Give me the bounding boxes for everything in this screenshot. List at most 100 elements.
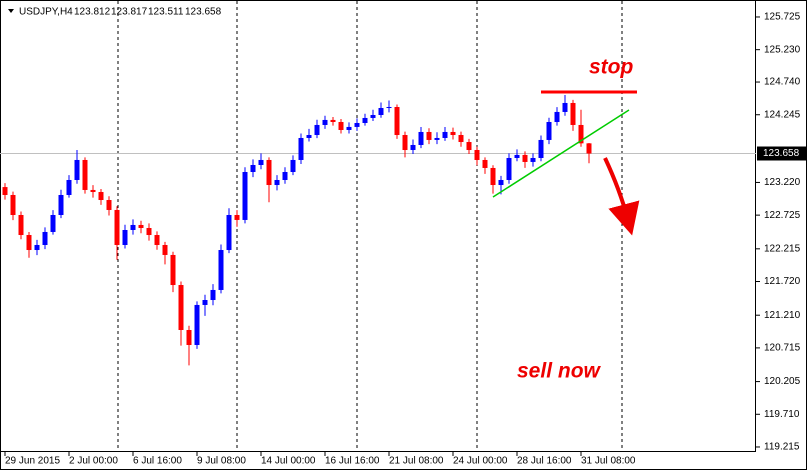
candle-body [194,304,200,345]
candle-body [42,231,48,245]
candle-body [50,215,56,232]
x-tick-label: 16 Jul 16:00 [325,456,380,467]
candle-body [98,192,104,201]
plot-border [0,0,756,452]
candle-body [506,157,512,180]
candle-body [290,159,296,173]
candle-body [458,135,464,143]
candle-body [282,172,288,180]
candle-body [250,165,256,173]
x-tick-label: 24 Jul 00:00 [453,456,508,467]
y-tick-label: 119.710 [764,409,800,420]
header-value: 123.511 [148,7,184,18]
candle-body [522,154,528,162]
x-tick-label: 14 Jul 00:00 [261,456,316,467]
candle-body [394,107,400,136]
candle-body [26,235,32,251]
period-separators [117,1,623,451]
x-tick-label: 6 Jul 16:00 [133,456,182,467]
y-tick-label: 122.725 [764,210,801,221]
x-tick-label: 29 Jun 2015 [5,456,60,467]
candle-body [106,200,112,210]
y-tick-label: 121.720 [764,276,801,287]
candle-body [554,111,560,122]
y-tick-label: 123.220 [764,177,801,188]
y-tick-label: 122.215 [764,243,801,254]
candle-body [434,137,440,140]
candle-body [34,244,40,251]
candle-body [490,167,496,186]
y-tick-label: 125.725 [764,12,801,23]
candle-body [578,124,584,144]
trend-line [492,109,630,198]
candle-body [418,131,424,145]
candle-body [154,235,160,245]
candle-body [202,300,208,305]
x-tick-label: 21 Jul 08:00 [389,456,444,467]
current-price-box [757,146,806,161]
candle-body [226,215,232,251]
candle-body [298,137,304,160]
candle-body [170,254,176,286]
candle-body [58,194,64,216]
candle-body [186,330,192,345]
candle-body [562,102,568,112]
y-tick-label: 125.230 [764,44,801,55]
y-tick-label: 124.740 [764,77,801,88]
candle-body [234,215,240,220]
candle-body [346,126,352,130]
candle-body [90,189,96,193]
y-tick-label: 119.215 [764,442,800,453]
candle-body [242,172,248,220]
header-value: 123.812 [74,7,111,18]
annotation-sell: sell now [517,360,602,383]
candle-body [314,124,320,136]
symbol: USDJPY,H4 [19,7,73,18]
candle-body [370,114,376,118]
y-tick-label: 124.245 [764,109,801,120]
candle-body [410,144,416,151]
candle-body [82,159,88,190]
menu-triangle[interactable] [8,9,14,13]
candle-body [530,157,536,162]
candle-body [274,179,280,186]
candle-body [146,228,152,236]
header-value: 123.658 [185,7,222,18]
candle-body [378,107,384,115]
candle-body [306,135,312,138]
candle-body [466,142,472,151]
x-tick-label: 28 Jul 16:00 [517,456,572,467]
candle-body [66,179,72,195]
candle-body [322,119,328,125]
candle-body [354,122,360,127]
candle-body [18,215,24,236]
candle-body [130,224,136,230]
candle-body [266,159,272,186]
candle-body [218,250,224,290]
candle-body [474,150,480,160]
candle-body [450,131,456,136]
candle-body [258,159,264,166]
candle-body [162,244,168,255]
candle-body [482,159,488,168]
x-tick-label: 2 Jul 00:00 [69,456,118,467]
y-tick-label: 121.210 [764,310,801,321]
candle-body [74,159,80,180]
candle-body [402,135,408,151]
header-value: 123.817 [111,7,148,18]
candle-body [546,121,552,140]
candle-body [178,285,184,331]
candle-body [330,119,336,122]
candle-body [570,102,576,125]
candle-body [386,107,392,109]
candle-body [426,131,432,140]
y-tick-label: 120.715 [764,343,801,354]
candle-body [338,121,344,130]
candle-body [514,154,520,158]
annotation-stop: stop [589,56,634,79]
candle-body [114,209,120,245]
x-tick-label: 31 Jul 08:00 [581,456,636,467]
candle-body [122,229,128,245]
